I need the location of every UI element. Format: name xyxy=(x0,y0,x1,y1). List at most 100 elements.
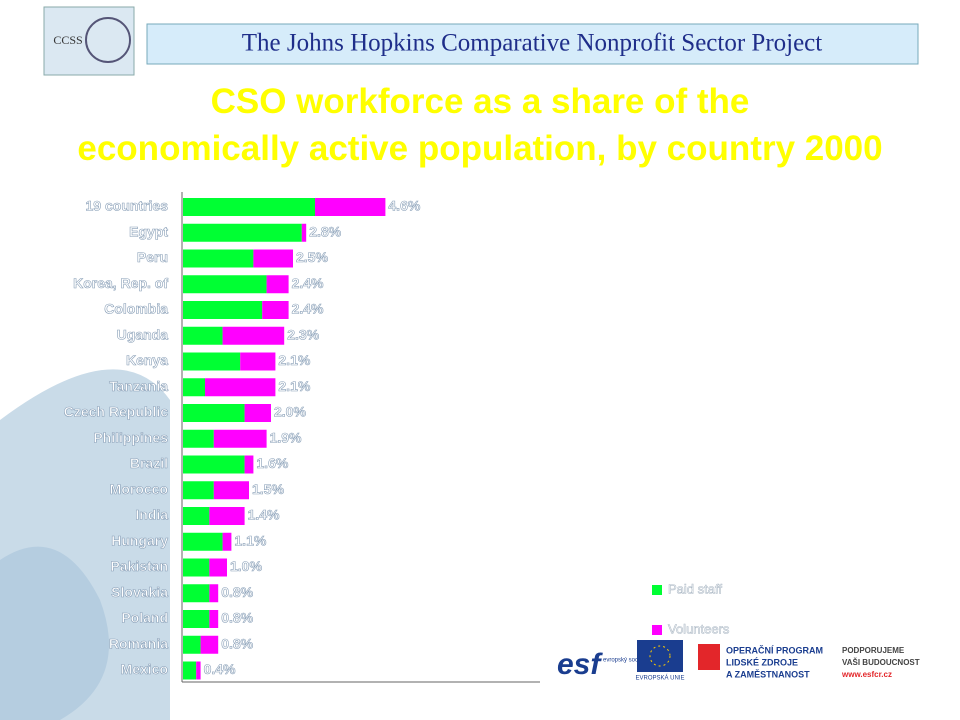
bar-segment xyxy=(200,635,219,654)
y-tick-label: Pakistan xyxy=(110,558,168,574)
legend-swatch xyxy=(652,625,662,635)
bar-segment xyxy=(183,301,263,319)
bar-segment xyxy=(222,532,232,551)
bar-segment xyxy=(183,455,245,474)
bar-segment xyxy=(183,326,223,345)
bar-segment xyxy=(183,635,201,654)
y-tick-label: Philippines xyxy=(93,429,168,445)
y-tick-label: Kenya xyxy=(126,352,168,368)
program-text: LIDSKÉ ZDROJE xyxy=(726,657,798,667)
eu-stars xyxy=(649,645,671,667)
y-tick-label: Morocco xyxy=(110,481,168,497)
slogan-text: PODPORUJEME xyxy=(842,646,905,655)
y-tick-label: India xyxy=(135,507,168,523)
y-tick-label: Uganda xyxy=(117,326,169,342)
eu-flag xyxy=(637,640,683,672)
value-label: 0.8% xyxy=(221,635,253,651)
y-tick-label: Brazil xyxy=(130,455,168,471)
y-tick-label: Czech Republic xyxy=(64,404,168,420)
logo-globe xyxy=(85,17,131,63)
y-tick-label: Egypt xyxy=(129,223,168,239)
y-tick-label: Colombia xyxy=(104,301,168,317)
bar-segment xyxy=(315,198,386,216)
bar-segment xyxy=(240,352,276,371)
value-label: 1.1% xyxy=(234,532,266,548)
program-text: OPERAČNÍ PROGRAM xyxy=(726,644,823,655)
program-text: A ZAMĚSTNANOST xyxy=(726,668,810,679)
bar-segment xyxy=(183,223,302,242)
bar-segment xyxy=(196,661,201,680)
y-tick-label: Mexico xyxy=(121,661,168,677)
chart-title: CSO workforce as a share of the economica… xyxy=(77,82,882,168)
bar-segment xyxy=(244,404,271,422)
bar-segment xyxy=(183,429,214,448)
esf-logo: esf xyxy=(557,648,603,681)
value-label: 1.4% xyxy=(248,507,280,523)
bar-segment xyxy=(183,275,267,294)
bar-segment xyxy=(262,301,289,319)
legend-label: Paid staff xyxy=(668,581,722,596)
bar-segment xyxy=(183,610,210,628)
value-label: 1.9% xyxy=(270,429,302,445)
value-label: 1.0% xyxy=(230,558,262,574)
value-label: 0.4% xyxy=(204,661,236,677)
legend-swatch xyxy=(652,585,662,595)
bar-segment xyxy=(244,455,254,474)
url-text: www.esfcr.cz xyxy=(841,670,892,679)
bar-segment xyxy=(222,326,285,345)
y-tick-label: Poland xyxy=(121,610,168,626)
header-box xyxy=(146,23,919,65)
legend-label: Volunteers xyxy=(668,621,730,636)
y-tick-label: Tanzania xyxy=(109,378,168,394)
bar-segment xyxy=(266,275,289,294)
value-label: 0.8% xyxy=(221,584,253,600)
watermark-shape xyxy=(0,546,109,720)
y-tick-label: Hungary xyxy=(111,532,168,548)
bar-segment xyxy=(183,378,205,397)
y-tick-label: Slovakia xyxy=(111,584,168,600)
y-tick-label: Peru xyxy=(137,249,168,265)
bar-segment xyxy=(253,249,293,268)
logo-text: CCSS xyxy=(53,33,82,47)
bar-segment xyxy=(183,481,214,500)
y-tick-label: Romania xyxy=(109,635,168,651)
bar-segment xyxy=(301,223,307,242)
y-tick-label: 19 countries xyxy=(86,198,169,214)
bar-segment xyxy=(183,198,315,216)
watermark xyxy=(0,369,170,720)
value-label: 2.4% xyxy=(292,275,324,291)
value-label: 4.6% xyxy=(388,198,420,214)
bar-segment xyxy=(183,661,197,680)
header-title: The Johns Hopkins Comparative Nonprofit … xyxy=(242,30,823,57)
bar-segment xyxy=(213,429,267,448)
bar-segment xyxy=(209,584,219,603)
value-label: 2.0% xyxy=(274,404,306,420)
eu-caption: EVROPSKÁ UNIE xyxy=(635,675,684,682)
value-label: 2.3% xyxy=(287,326,319,342)
value-label: 2.1% xyxy=(278,378,310,394)
value-label: 2.4% xyxy=(292,301,324,317)
logo-box xyxy=(43,6,135,76)
bar-segment xyxy=(183,584,210,603)
footer-logos: esf evropský sociální fond v ČR EVROPSKÁ… xyxy=(557,640,920,682)
bar-segment xyxy=(209,558,227,577)
value-label: 0.8% xyxy=(221,610,253,626)
bar-segment xyxy=(209,507,245,525)
value-label: 2.5% xyxy=(296,249,328,265)
bar-segment xyxy=(213,481,249,500)
bar-segment xyxy=(183,558,210,577)
y-tick-label: Korea, Rep. of xyxy=(73,275,168,291)
op-icon xyxy=(698,644,720,670)
bar-segment xyxy=(183,352,241,371)
bar-segment xyxy=(183,249,254,268)
slogan-text: VAŠI BUDOUCNOST xyxy=(842,658,920,667)
value-label: 1.5% xyxy=(252,481,284,497)
bar-segment xyxy=(183,507,210,525)
value-label: 1.6% xyxy=(256,455,288,471)
value-label: 2.8% xyxy=(309,223,341,239)
bar-segment xyxy=(205,378,276,397)
value-label: 2.1% xyxy=(278,352,310,368)
bar-segment xyxy=(209,610,219,628)
